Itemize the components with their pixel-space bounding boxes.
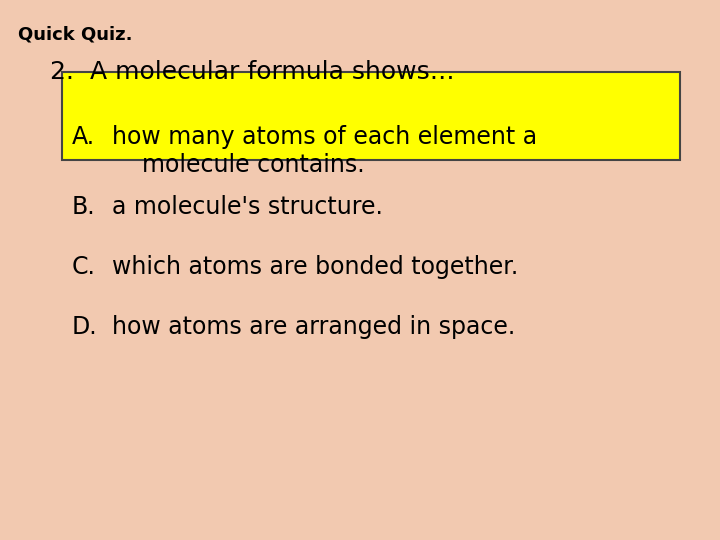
Text: Quick Quiz.: Quick Quiz. bbox=[18, 25, 132, 43]
Text: D.: D. bbox=[72, 315, 98, 339]
Text: how many atoms of each element a
    molecule contains.: how many atoms of each element a molecul… bbox=[112, 125, 537, 177]
Text: C.: C. bbox=[72, 255, 96, 279]
Text: which atoms are bonded together.: which atoms are bonded together. bbox=[112, 255, 518, 279]
Text: A.: A. bbox=[72, 125, 95, 149]
Text: B.: B. bbox=[72, 195, 96, 219]
Text: how atoms are arranged in space.: how atoms are arranged in space. bbox=[112, 315, 516, 339]
FancyBboxPatch shape bbox=[62, 72, 680, 160]
Text: a molecule's structure.: a molecule's structure. bbox=[112, 195, 383, 219]
Text: 2.  A molecular formula shows…: 2. A molecular formula shows… bbox=[50, 60, 454, 84]
